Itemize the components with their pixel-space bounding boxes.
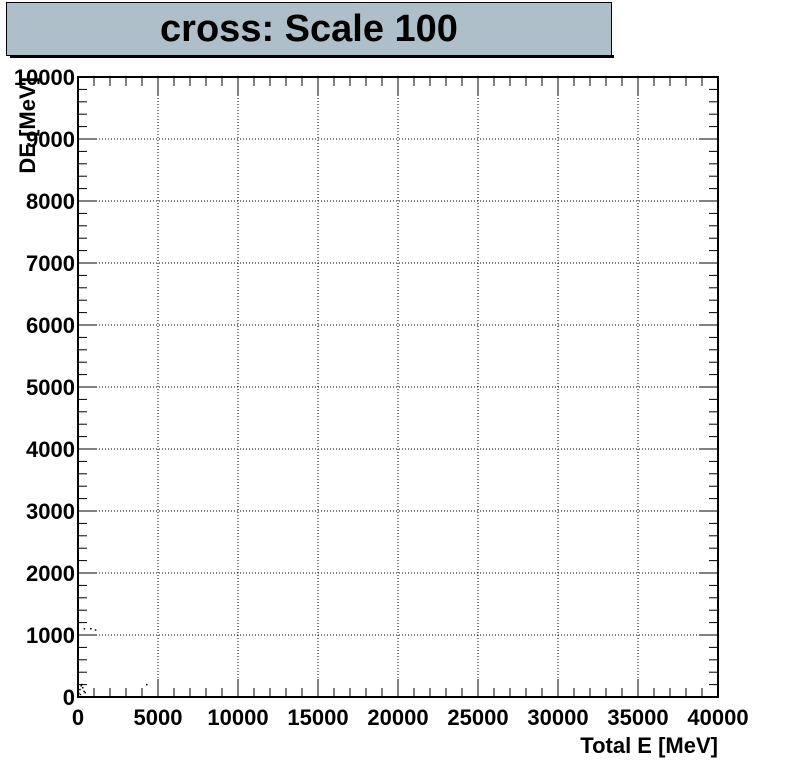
x-tick-label: 30000 bbox=[527, 705, 588, 730]
x-tick-label: 35000 bbox=[607, 705, 668, 730]
x-tick-label: 10000 bbox=[207, 705, 268, 730]
data-point bbox=[90, 628, 92, 630]
x-tick-label: 0 bbox=[72, 705, 84, 730]
chart-title: cross: Scale 100 bbox=[160, 7, 458, 50]
x-tick-labels: 0 5000 10000 15000 20000 25000 30000 35000 40000 bbox=[72, 705, 749, 730]
x-tick-label: 5000 bbox=[134, 705, 183, 730]
y-tick-labels: 0 1000 2000 3000 4000 5000 6000 7000 8000 9000 100… bbox=[14, 65, 75, 710]
x-tick-label: 15000 bbox=[287, 705, 348, 730]
y-tick-label: 1000 bbox=[26, 623, 75, 648]
grid-lines bbox=[78, 77, 718, 697]
y-tick-label: 8000 bbox=[26, 189, 75, 214]
y-tick-label: 9000 bbox=[26, 127, 75, 152]
x-tick-label: 40000 bbox=[687, 705, 748, 730]
chart-title-box: cross: Scale 100 bbox=[6, 2, 612, 56]
axis-ticks bbox=[77, 76, 719, 698]
y-tick-label: 4000 bbox=[26, 437, 75, 462]
y-tick-label: 7000 bbox=[26, 251, 75, 276]
y-tick-label: 5000 bbox=[26, 375, 75, 400]
y-axis-label: DE [MeV] bbox=[15, 77, 40, 174]
y-tick-label: 6000 bbox=[26, 313, 75, 338]
data-point bbox=[83, 628, 86, 630]
x-tick-label: 20000 bbox=[367, 705, 428, 730]
data-point bbox=[80, 685, 82, 687]
title-box-shadow bbox=[10, 55, 614, 58]
data-point bbox=[78, 692, 80, 695]
data-point bbox=[82, 686, 84, 689]
x-axis-label: Total E [MeV] bbox=[580, 733, 718, 758]
data-point bbox=[84, 691, 86, 694]
data-point bbox=[81, 683, 83, 686]
y-tick-label: 2000 bbox=[26, 561, 75, 586]
data-point bbox=[79, 688, 81, 691]
y-tick-label: 3000 bbox=[26, 499, 75, 524]
y-tick-label: 0 bbox=[63, 685, 75, 710]
data-points bbox=[78, 628, 148, 696]
x-tick-label: 25000 bbox=[447, 705, 508, 730]
data-point bbox=[83, 690, 85, 693]
y-tick-label: 10000 bbox=[14, 65, 75, 90]
data-point bbox=[79, 693, 82, 696]
data-point bbox=[146, 683, 148, 686]
data-point bbox=[94, 629, 97, 631]
